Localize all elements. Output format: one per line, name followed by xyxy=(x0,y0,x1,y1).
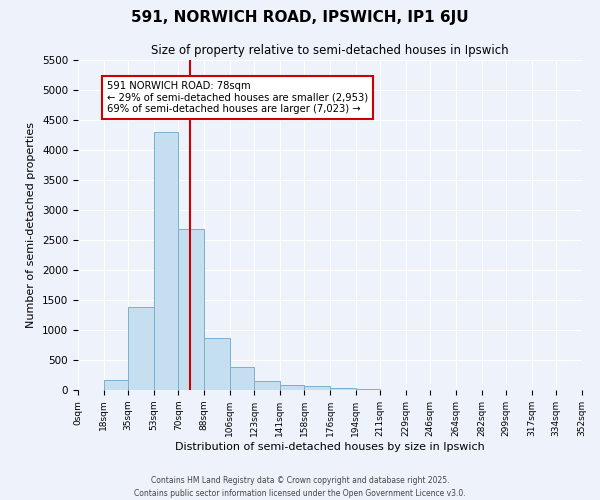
Title: Size of property relative to semi-detached houses in Ipswich: Size of property relative to semi-detach… xyxy=(151,44,509,58)
Bar xyxy=(330,388,356,390)
Bar xyxy=(204,338,230,390)
Y-axis label: Number of semi-detached properties: Number of semi-detached properties xyxy=(26,122,37,328)
X-axis label: Distribution of semi-detached houses by size in Ipswich: Distribution of semi-detached houses by … xyxy=(175,442,485,452)
Text: Contains HM Land Registry data © Crown copyright and database right 2025.
Contai: Contains HM Land Registry data © Crown c… xyxy=(134,476,466,498)
Text: 591, NORWICH ROAD, IPSWICH, IP1 6JU: 591, NORWICH ROAD, IPSWICH, IP1 6JU xyxy=(131,10,469,25)
Text: 591 NORWICH ROAD: 78sqm
← 29% of semi-detached houses are smaller (2,953)
69% of: 591 NORWICH ROAD: 78sqm ← 29% of semi-de… xyxy=(107,81,368,114)
Bar xyxy=(254,380,280,390)
Bar xyxy=(178,229,204,390)
Bar xyxy=(230,366,254,390)
Bar xyxy=(154,132,178,390)
Bar xyxy=(104,380,128,390)
Bar xyxy=(280,385,304,390)
Bar xyxy=(304,386,330,390)
Bar xyxy=(128,307,154,390)
